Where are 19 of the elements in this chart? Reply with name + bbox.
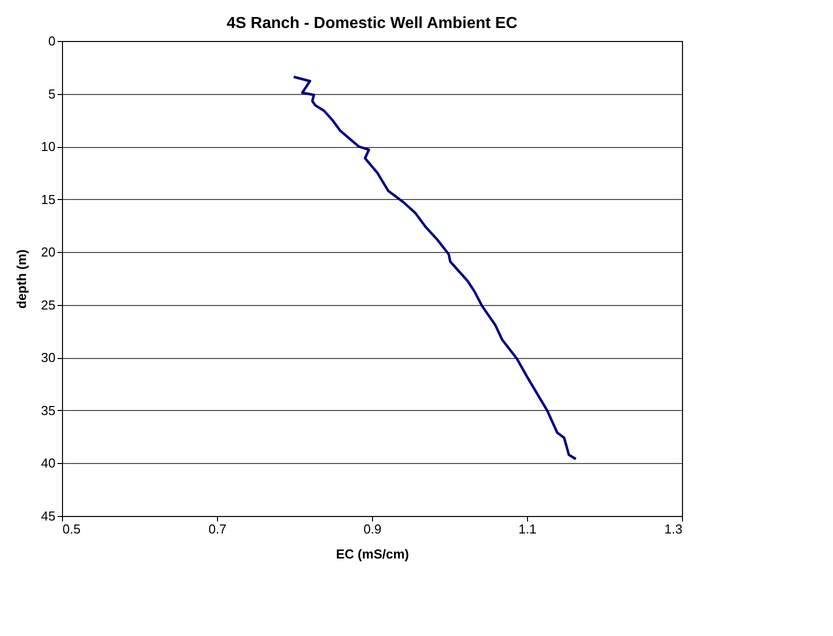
x-tick-label: 0.5 (62, 522, 81, 536)
y-tick-label: 45 (41, 508, 56, 524)
x-tick-label: 0.7 (208, 522, 227, 536)
x-tick-label: 1.1 (518, 522, 537, 536)
y-tick-label: 15 (41, 192, 56, 207)
chart-title: 4S Ranch - Domestic Well Ambient EC (226, 15, 518, 32)
y-axis-title: depth (m) (14, 249, 30, 309)
x-tick-label: 1.3 (664, 522, 682, 536)
x-tick-label: 0.9 (363, 522, 382, 536)
y-tick-label: 10 (41, 139, 56, 154)
y-tick-label: 20 (41, 244, 56, 260)
y-tick-label: 40 (41, 456, 56, 471)
y-tick-label: 25 (41, 297, 56, 312)
y-tick-label: 5 (48, 86, 56, 102)
x-axis-title: EC (mS/cm) (336, 546, 409, 562)
line-series (292, 76, 578, 460)
y-tick-label: 0 (48, 34, 56, 48)
y-tick-label: 30 (41, 350, 56, 366)
y-tick-label: 35 (41, 402, 56, 418)
